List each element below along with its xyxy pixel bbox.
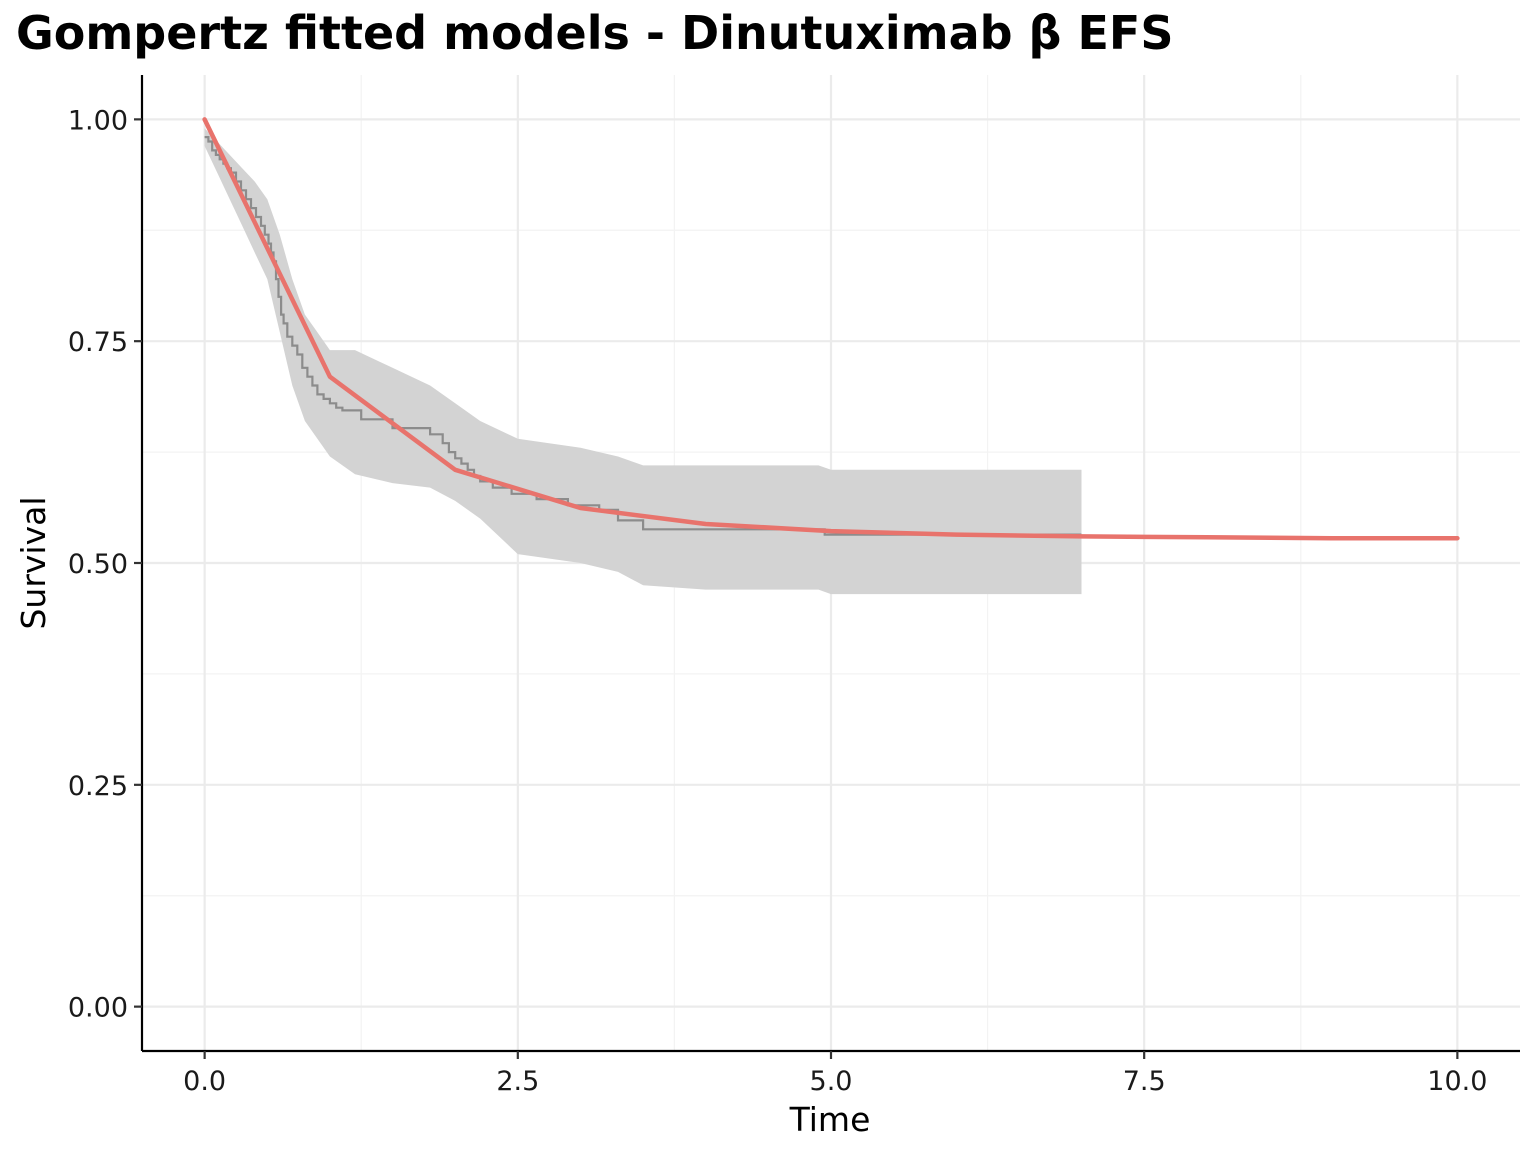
y-tick-label: 0.00 xyxy=(68,993,128,1024)
y-axis-title: Survival xyxy=(14,496,53,629)
confidence-band-layer xyxy=(204,128,1082,595)
gompertz-fit-curve xyxy=(202,117,1460,541)
x-tick-label: 5.0 xyxy=(810,1066,853,1097)
y-tick-label: 1.00 xyxy=(68,105,128,136)
gompertz-fit-layer xyxy=(202,117,1460,541)
x-axis-title: Time xyxy=(789,1100,871,1139)
x-tick-label: 7.5 xyxy=(1123,1066,1166,1097)
y-tick-label: 0.25 xyxy=(68,771,128,802)
axes xyxy=(134,75,1520,1059)
tick-labels: 0.0 2.5 5.0 7.5 10.0 0.00 0.25 0.50 0.75 1.00 xyxy=(68,105,1488,1097)
x-tick-label: 2.5 xyxy=(496,1066,539,1097)
y-tick-label: 0.75 xyxy=(68,327,128,358)
y-tick-label: 0.50 xyxy=(68,549,128,580)
confidence-band xyxy=(204,128,1082,595)
x-tick-label: 10.0 xyxy=(1427,1066,1487,1097)
chart-title: Gompertz fitted models - Dinutuximab β E… xyxy=(16,6,1174,60)
x-tick-label: 0.0 xyxy=(183,1066,226,1097)
